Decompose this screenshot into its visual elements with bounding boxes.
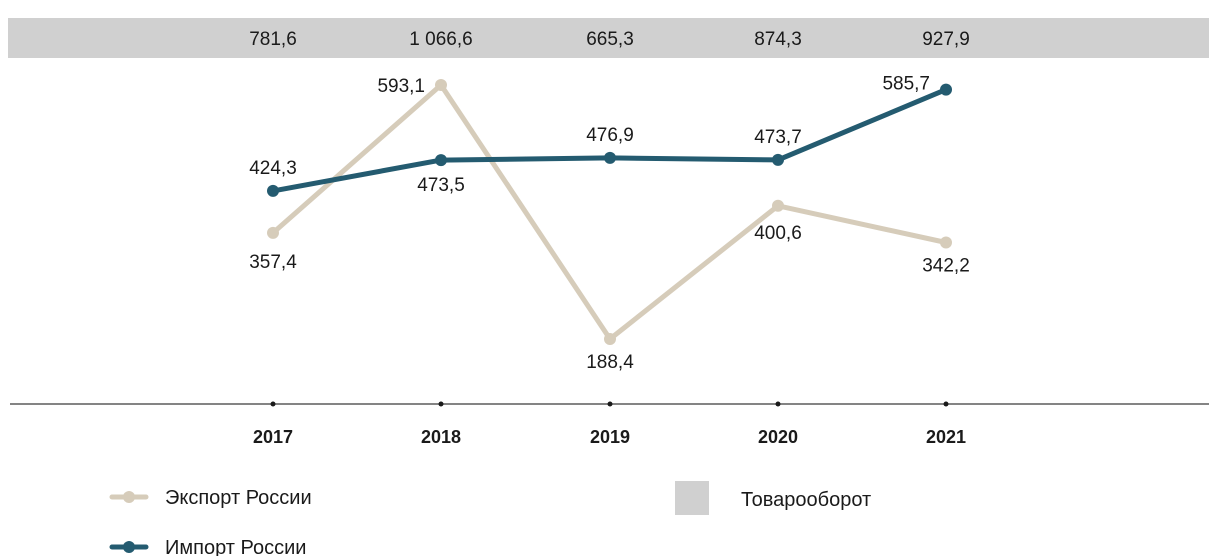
- x-tick-label-2017: 2017: [253, 427, 293, 447]
- export-label-2018: 593,1: [377, 76, 425, 97]
- series-1-point-2020: [772, 153, 784, 166]
- x-tick-mark-2017: [270, 401, 276, 407]
- x-tick-label-2018: 2018: [421, 427, 461, 447]
- series-1-point-2019: [604, 151, 616, 164]
- x-tick-mark-2021: [943, 401, 949, 407]
- export-label-2019: 188,4: [586, 352, 634, 373]
- legend-export-marker: [123, 491, 135, 503]
- series-0-point-2018: [435, 79, 447, 91]
- x-tick-mark-2019: [607, 401, 613, 407]
- legend-export-label: Экспорт России: [165, 487, 312, 509]
- series-1-point-2017: [267, 184, 279, 197]
- import-label-2021: 585,7: [882, 74, 930, 95]
- turnover-value-2020: 874,3: [754, 29, 802, 50]
- series-0-point-2019: [604, 333, 616, 345]
- turnover-value-2018: 1 066,6: [409, 29, 472, 50]
- series-0-point-2021: [940, 236, 952, 249]
- import-label-2018: 473,5: [417, 175, 465, 196]
- x-tick-mark-2020: [775, 401, 781, 407]
- import-label-2020: 473,7: [754, 127, 802, 148]
- series-0-point-2020: [772, 199, 784, 212]
- turnover-band: 781,6 1 066,6 665,3 874,3 927,9: [8, 18, 1209, 58]
- series-line-0: [270, 82, 949, 342]
- export-label-2020: 400,6: [754, 223, 802, 244]
- legend-import-label: Импорт России: [165, 537, 306, 556]
- x-tick-mark-2018: [438, 401, 444, 407]
- export-label-2017: 357,4: [249, 252, 297, 273]
- turnover-band-bg: [8, 18, 1209, 58]
- export-label-2021: 342,2: [922, 255, 970, 276]
- series-1-point-2018: [435, 154, 447, 167]
- import-label-2017: 424,3: [249, 158, 297, 179]
- import-label-2019: 476,9: [586, 125, 634, 146]
- series-0-point-2017: [267, 226, 279, 239]
- x-tick-label-2019: 2019: [590, 427, 630, 447]
- series-1-point-2021: [940, 83, 952, 96]
- legend-import-marker: [123, 541, 135, 553]
- x-tick-label-2020: 2020: [758, 427, 798, 447]
- x-axis: 2017 2018 2019 2020 2021: [10, 401, 1209, 447]
- turnover-value-2019: 665,3: [586, 29, 634, 50]
- series-layer: [267, 79, 952, 345]
- x-tick-label-2021: 2021: [926, 427, 966, 447]
- turnover-value-2017: 781,6: [249, 29, 297, 50]
- legend-turnover-swatch: [675, 481, 709, 515]
- data-labels: 357,4 593,1 188,4 400,6 342,2 424,3 473,5 476,9…: [249, 74, 970, 373]
- turnover-value-2021: 927,9: [922, 29, 970, 50]
- legend-turnover-label: Товарооборот: [741, 489, 871, 511]
- legend: Экспорт России Импорт России Товарооборот: [109, 481, 871, 556]
